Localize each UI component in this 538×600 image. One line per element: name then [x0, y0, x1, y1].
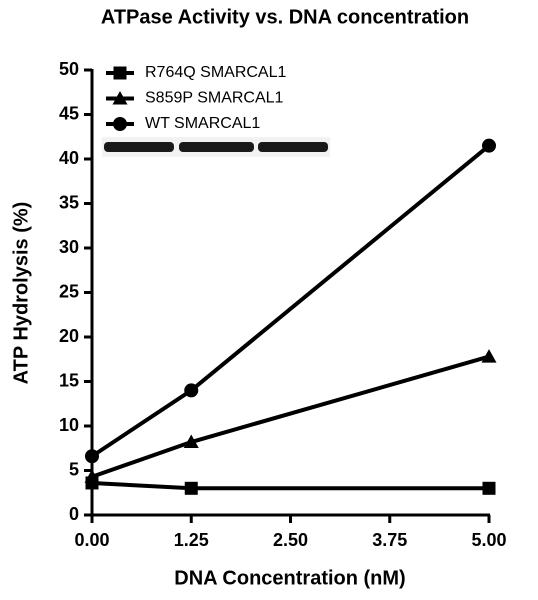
marker — [113, 117, 127, 131]
marker — [184, 481, 198, 495]
legend-label: WT SMARCAL1 — [145, 115, 260, 132]
y-tick-label: 35 — [59, 192, 79, 212]
y-tick-label: 45 — [59, 103, 79, 123]
marker — [85, 449, 99, 464]
x-tick-label: 1.25 — [174, 530, 209, 550]
marker — [481, 349, 497, 363]
legend-label: R764Q SMARCAL1 — [145, 64, 286, 81]
marker — [183, 434, 199, 449]
marker — [84, 469, 100, 483]
y-tick-label: 15 — [59, 370, 79, 390]
x-tick-label: 3.75 — [372, 530, 407, 550]
series-line — [90, 144, 491, 458]
marker — [113, 66, 127, 80]
y-tick-label: 5 — [69, 459, 79, 479]
marker — [482, 481, 496, 495]
y-axis-label: ATP Hydrolysis (%) — [10, 202, 32, 385]
y-tick-label: 20 — [59, 326, 79, 346]
x-tick-label: 2.50 — [273, 530, 308, 550]
y-tick-label: 50 — [59, 59, 79, 79]
x-tick-label: 0.00 — [74, 530, 109, 550]
chart-title: ATPase Activity vs. DNA concentration — [101, 6, 469, 28]
x-axis-label: DNA Concentration (nM) — [174, 567, 405, 589]
marker — [112, 91, 128, 105]
y-tick-label: 40 — [59, 148, 79, 168]
marker — [184, 383, 199, 398]
blot-image — [102, 137, 330, 157]
legend-label: S859P SMARCAL1 — [145, 90, 284, 107]
y-tick-label: 25 — [59, 281, 79, 301]
x-tick-label: 5.00 — [471, 530, 506, 550]
y-tick-label: 30 — [59, 237, 79, 257]
series-line — [91, 480, 489, 491]
y-tick-label: 0 — [69, 504, 79, 524]
marker — [482, 138, 496, 153]
y-tick-label: 10 — [59, 415, 79, 435]
